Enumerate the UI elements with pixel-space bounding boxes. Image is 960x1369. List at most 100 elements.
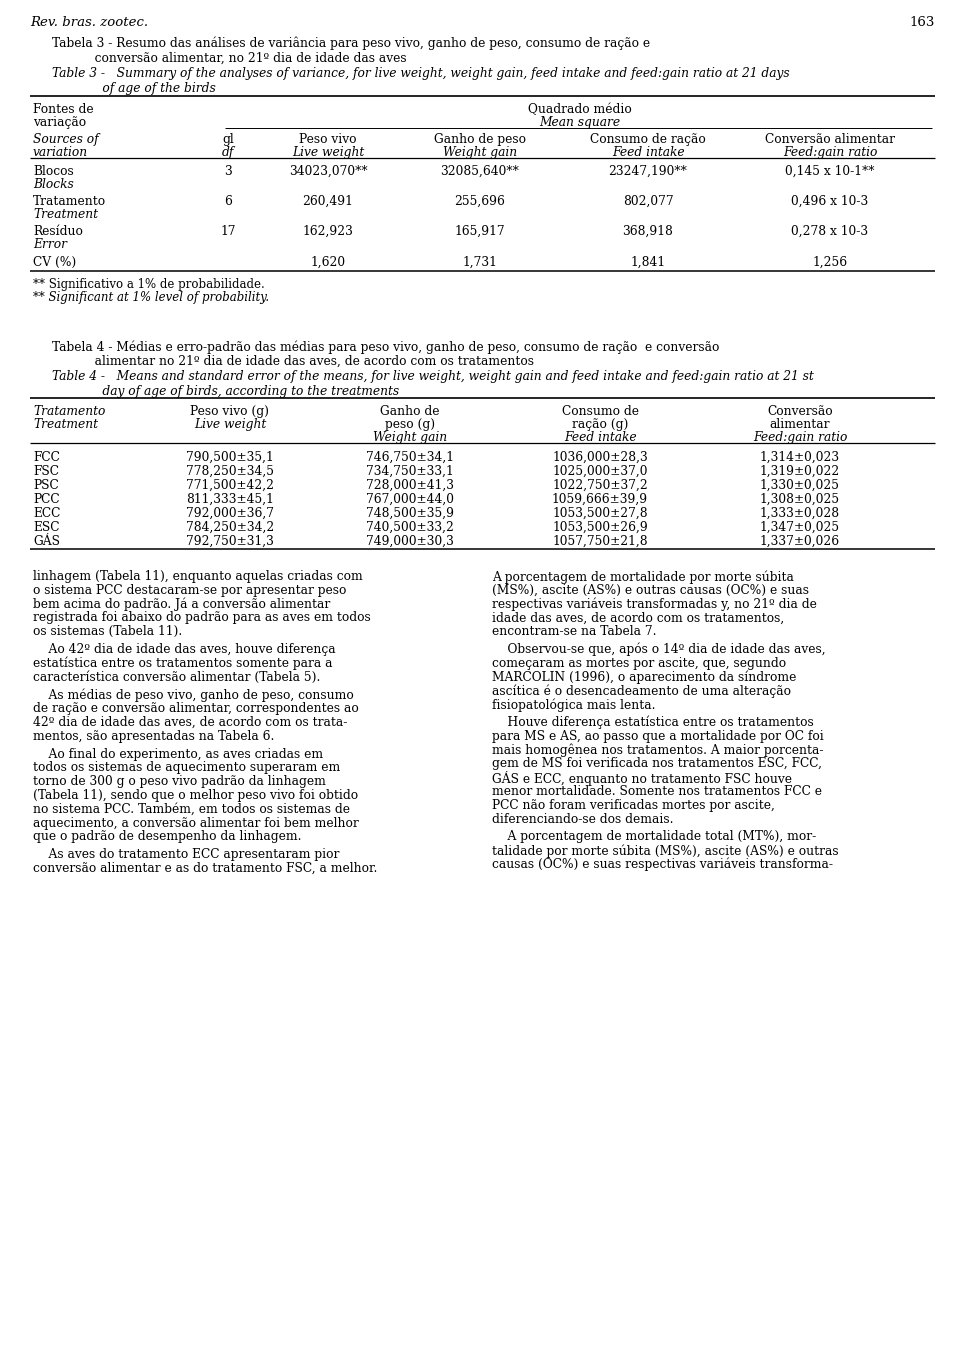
Text: Tabela 4 - Médias e erro-padrão das médias para peso vivo, ganho de peso, consum: Tabela 4 - Médias e erro-padrão das médi…	[52, 340, 719, 353]
Text: Resíduo: Resíduo	[33, 225, 83, 238]
Text: 771,500±42,2: 771,500±42,2	[186, 479, 274, 491]
Text: GÁS e ECC, enquanto no tratamento FSC houve: GÁS e ECC, enquanto no tratamento FSC ho…	[492, 771, 792, 786]
Text: Blocks: Blocks	[33, 178, 74, 192]
Text: 734,750±33,1: 734,750±33,1	[366, 465, 454, 478]
Text: Treatment: Treatment	[33, 208, 98, 220]
Text: 32085,640**: 32085,640**	[441, 166, 519, 178]
Text: 790,500±35,1: 790,500±35,1	[186, 450, 274, 464]
Text: day of age of birds, according to the treatments: day of age of birds, according to the tr…	[52, 385, 399, 398]
Text: Tratamento: Tratamento	[33, 194, 107, 208]
Text: (Tabela 11), sendo que o melhor peso vivo foi obtido: (Tabela 11), sendo que o melhor peso viv…	[33, 789, 358, 802]
Text: Tabela 3 - Resumo das análises de variância para peso vivo, ganho de peso, consu: Tabela 3 - Resumo das análises de variân…	[52, 37, 650, 51]
Text: 1,731: 1,731	[463, 256, 497, 268]
Text: Houve diferença estatística entre os tratamentos: Houve diferença estatística entre os tra…	[492, 716, 814, 730]
Text: 1022,750±37,2: 1022,750±37,2	[552, 479, 648, 491]
Text: todos os sistemas de aquecimento superaram em: todos os sistemas de aquecimento superar…	[33, 761, 340, 775]
Text: 34023,070**: 34023,070**	[289, 166, 368, 178]
Text: 3: 3	[224, 166, 232, 178]
Text: Treatment: Treatment	[33, 418, 98, 431]
Text: de ração e conversão alimentar, correspondentes ao: de ração e conversão alimentar, correspo…	[33, 702, 359, 715]
Text: ** Significativo a 1% de probabilidade.: ** Significativo a 1% de probabilidade.	[33, 278, 265, 292]
Text: Live weight: Live weight	[292, 146, 364, 159]
Text: 42º dia de idade das aves, de acordo com os trata-: 42º dia de idade das aves, de acordo com…	[33, 716, 348, 730]
Text: fisiopatológica mais lenta.: fisiopatológica mais lenta.	[492, 698, 656, 712]
Text: 749,000±30,3: 749,000±30,3	[366, 535, 454, 548]
Text: Weight gain: Weight gain	[372, 431, 447, 444]
Text: mais homogênea nos tratamentos. A maior porcenta-: mais homogênea nos tratamentos. A maior …	[492, 743, 824, 757]
Text: Fontes de: Fontes de	[33, 103, 94, 116]
Text: 792,750±31,3: 792,750±31,3	[186, 535, 274, 548]
Text: 1,347±0,025: 1,347±0,025	[760, 522, 840, 534]
Text: que o padrão de desempenho da linhagem.: que o padrão de desempenho da linhagem.	[33, 831, 301, 843]
Text: Ganho de: Ganho de	[380, 405, 440, 418]
Text: ração (g): ração (g)	[572, 418, 628, 431]
Text: ascítica é o desencadeamento de uma alteração: ascítica é o desencadeamento de uma alte…	[492, 684, 791, 698]
Text: A porcentagem de mortalidade total (MT%), mor-: A porcentagem de mortalidade total (MT%)…	[492, 831, 816, 843]
Text: 1053,500±26,9: 1053,500±26,9	[552, 522, 648, 534]
Text: Feed intake: Feed intake	[564, 431, 636, 444]
Text: Conversão: Conversão	[767, 405, 833, 418]
Text: 0,496 x 10-3: 0,496 x 10-3	[791, 194, 869, 208]
Text: 792,000±36,7: 792,000±36,7	[186, 507, 274, 520]
Text: linhagem (Tabela 11), enquanto aquelas criadas com: linhagem (Tabela 11), enquanto aquelas c…	[33, 570, 363, 583]
Text: Observou-se que, após o 14º dia de idade das aves,: Observou-se que, após o 14º dia de idade…	[492, 643, 826, 657]
Text: Peso vivo (g): Peso vivo (g)	[190, 405, 270, 418]
Text: talidade por morte súbita (MS%), ascite (AS%) e outras: talidade por morte súbita (MS%), ascite …	[492, 845, 839, 858]
Text: of age of the birds: of age of the birds	[52, 82, 216, 94]
Text: PCC: PCC	[33, 493, 60, 507]
Text: 1025,000±37,0: 1025,000±37,0	[552, 465, 648, 478]
Text: 0,278 x 10-3: 0,278 x 10-3	[791, 225, 869, 238]
Text: variação: variação	[33, 116, 86, 129]
Text: 778,250±34,5: 778,250±34,5	[186, 465, 274, 478]
Text: Consumo de: Consumo de	[562, 405, 638, 418]
Text: Sources of: Sources of	[33, 133, 99, 146]
Text: A porcentagem de mortalidade por morte súbita: A porcentagem de mortalidade por morte s…	[492, 570, 794, 583]
Text: Conversão alimentar: Conversão alimentar	[765, 133, 895, 146]
Text: 0,145 x 10-1**: 0,145 x 10-1**	[785, 166, 875, 178]
Text: 162,923: 162,923	[302, 225, 353, 238]
Text: 163: 163	[910, 16, 935, 29]
Text: ESC: ESC	[33, 522, 60, 534]
Text: 728,000±41,3: 728,000±41,3	[366, 479, 454, 491]
Text: Mean square: Mean square	[540, 116, 620, 129]
Text: 23247,190**: 23247,190**	[609, 166, 687, 178]
Text: Peso vivo: Peso vivo	[300, 133, 357, 146]
Text: conversão alimentar, no 21º dia de idade das aves: conversão alimentar, no 21º dia de idade…	[52, 52, 407, 64]
Text: idade das aves, de acordo com os tratamentos,: idade das aves, de acordo com os tratame…	[492, 612, 784, 624]
Text: característica conversão alimentar (Tabela 5).: característica conversão alimentar (Tabe…	[33, 671, 321, 683]
Text: Consumo de ração: Consumo de ração	[590, 133, 706, 146]
Text: 1,333±0,028: 1,333±0,028	[760, 507, 840, 520]
Text: As aves do tratamento ECC apresentaram pior: As aves do tratamento ECC apresentaram p…	[33, 849, 340, 861]
Text: Feed:gain ratio: Feed:gain ratio	[753, 431, 847, 444]
Text: 1059,666±39,9: 1059,666±39,9	[552, 493, 648, 507]
Text: conversão alimentar e as do tratamento FSC, a melhor.: conversão alimentar e as do tratamento F…	[33, 862, 377, 875]
Text: variation: variation	[33, 146, 88, 159]
Text: diferenciando-se dos demais.: diferenciando-se dos demais.	[492, 813, 674, 826]
Text: 1,620: 1,620	[310, 256, 346, 268]
Text: 811,333±45,1: 811,333±45,1	[186, 493, 274, 507]
Text: df: df	[222, 146, 234, 159]
Text: mentos, são apresentadas na Tabela 6.: mentos, são apresentadas na Tabela 6.	[33, 730, 275, 743]
Text: (MS%), ascite (AS%) e outras causas (OC%) e suas: (MS%), ascite (AS%) e outras causas (OC%…	[492, 583, 809, 597]
Text: 746,750±34,1: 746,750±34,1	[366, 450, 454, 464]
Text: alimentar: alimentar	[770, 418, 830, 431]
Text: Weight gain: Weight gain	[443, 146, 517, 159]
Text: Feed:gain ratio: Feed:gain ratio	[782, 146, 877, 159]
Text: Quadrado médio: Quadrado médio	[528, 103, 632, 116]
Text: gem de MS foi verificada nos tratamentos ESC, FCC,: gem de MS foi verificada nos tratamentos…	[492, 757, 822, 771]
Text: 6: 6	[224, 194, 232, 208]
Text: causas (OC%) e suas respectivas variáveis transforma-: causas (OC%) e suas respectivas variávei…	[492, 858, 833, 872]
Text: respectivas variáveis transformadas y, no 21º dia de: respectivas variáveis transformadas y, n…	[492, 598, 817, 611]
Text: As médias de peso vivo, ganho de peso, consumo: As médias de peso vivo, ganho de peso, c…	[33, 689, 353, 702]
Text: 255,696: 255,696	[455, 194, 505, 208]
Text: no sistema PCC. Também, em todos os sistemas de: no sistema PCC. Também, em todos os sist…	[33, 802, 350, 816]
Text: os sistemas (Tabela 11).: os sistemas (Tabela 11).	[33, 626, 182, 638]
Text: aquecimento, a conversão alimentar foi bem melhor: aquecimento, a conversão alimentar foi b…	[33, 816, 359, 830]
Text: 1053,500±27,8: 1053,500±27,8	[552, 507, 648, 520]
Text: o sistema PCC destacaram-se por apresentar peso: o sistema PCC destacaram-se por apresent…	[33, 583, 347, 597]
Text: começaram as mortes por ascite, que, segundo: começaram as mortes por ascite, que, seg…	[492, 657, 786, 669]
Text: 1,256: 1,256	[812, 256, 848, 268]
Text: 368,918: 368,918	[623, 225, 673, 238]
Text: menor mortalidade. Somente nos tratamentos FCC e: menor mortalidade. Somente nos tratament…	[492, 784, 822, 798]
Text: ECC: ECC	[33, 507, 60, 520]
